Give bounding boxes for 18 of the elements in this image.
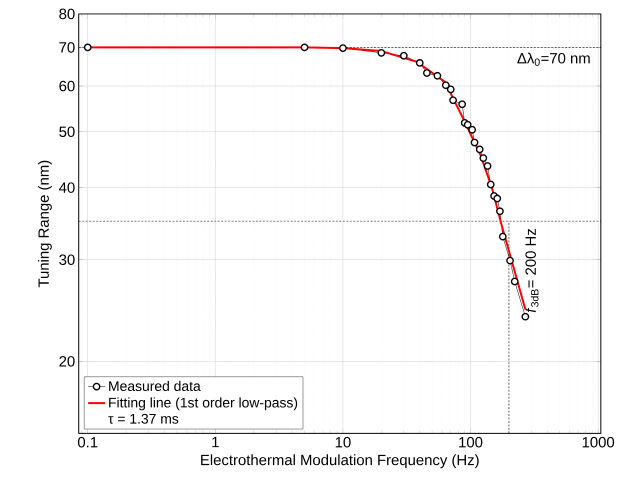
- y-tick-label: 80: [59, 8, 75, 20]
- y-tick-label: 40: [58, 182, 75, 193]
- legend-label: Measured data: [109, 380, 201, 391]
- x-tick-label: 1000: [582, 436, 614, 448]
- ref-line-label: Δλ$_{0}$=70 nm: [517, 52, 590, 66]
- x-axis-title: Electrothermal Modulation Frequency (Hz): [201, 454, 479, 468]
- annotation: τ = 1.37 ms: [108, 414, 178, 424]
- y-tick-label: 50: [59, 126, 75, 137]
- x-tick-label: 1: [212, 436, 219, 448]
- y-tick-label: 70: [59, 42, 75, 53]
- y-tick-label: 60: [59, 80, 75, 92]
- y-tick-label: 30: [59, 254, 75, 265]
- y-tick-label: 20: [59, 356, 75, 367]
- y-axis-title: Tuning Range (nm): [38, 160, 52, 288]
- x-tick-label: 0.1: [78, 436, 98, 448]
- x-tick-label: 100: [459, 436, 482, 448]
- legend-label: Fitting line (1st order low-pass): [109, 397, 298, 410]
- x-tick-label: 10: [336, 436, 351, 448]
